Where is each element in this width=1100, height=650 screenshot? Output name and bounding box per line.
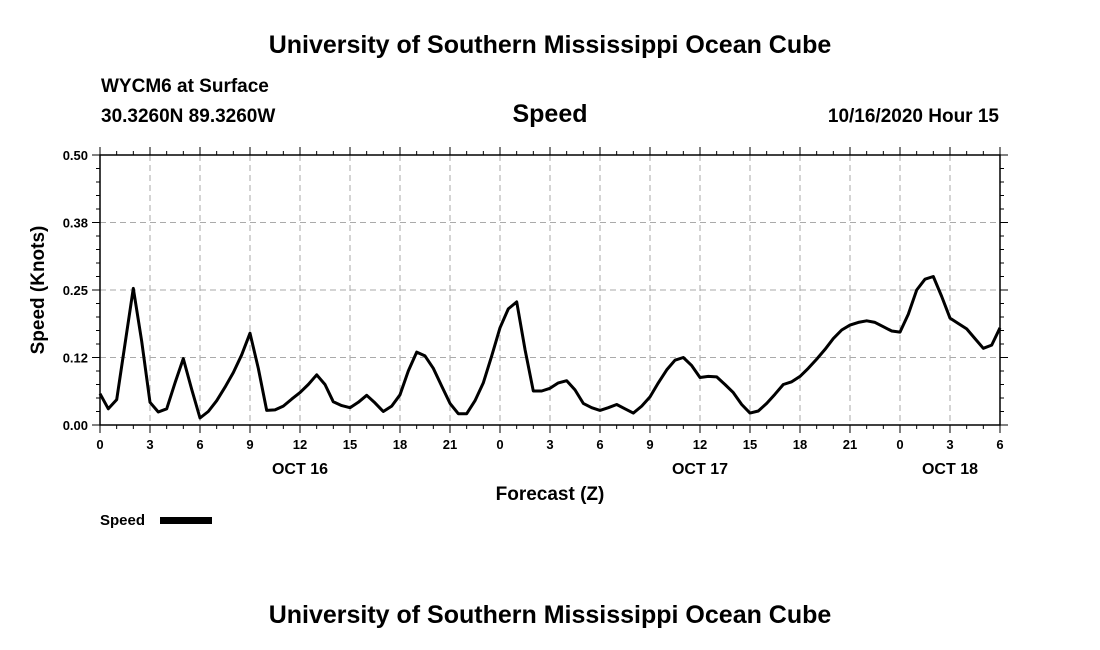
y-axis-title: Speed (Knots) xyxy=(28,226,49,355)
x-tick-label: 18 xyxy=(393,437,407,452)
x-tick-label: 9 xyxy=(246,437,253,452)
x-tick-label: 6 xyxy=(196,437,203,452)
x-tick-label: 0 xyxy=(96,437,103,452)
x-tick-label: 15 xyxy=(343,437,357,452)
x-tick-label: 6 xyxy=(596,437,603,452)
x-date-label: OCT 16 xyxy=(272,461,328,478)
legend-swatch xyxy=(160,517,212,524)
x-tick-label: 12 xyxy=(293,437,307,452)
y-tick-label: 0.12 xyxy=(63,351,88,366)
x-tick-label: 15 xyxy=(743,437,757,452)
x-date-label: OCT 17 xyxy=(672,461,728,478)
y-tick-label: 0.25 xyxy=(63,283,88,298)
x-date-label: OCT 18 xyxy=(922,461,978,478)
series-layer xyxy=(98,275,1002,420)
x-tick-label: 21 xyxy=(443,437,457,452)
legend-label: Speed xyxy=(100,512,145,529)
legend: Speed xyxy=(100,512,212,529)
chart-title: University of Southern Mississippi Ocean… xyxy=(268,31,832,59)
x-axis-title: Forecast (Z) xyxy=(496,484,605,505)
station-label: WYCM6 at Surface xyxy=(101,76,269,97)
x-tick-label: 0 xyxy=(496,437,503,452)
plot-frame xyxy=(99,154,1001,426)
datetime-label: 10/16/2020 Hour 15 xyxy=(827,106,999,127)
x-tick-label: 12 xyxy=(693,437,707,452)
label-layer: 0.00 0.12 0.25 0.38 0.50 0 3 6 9 12 15 18 21 0 3 6 9 12 15… xyxy=(63,148,1004,478)
y-tick-label: 0.50 xyxy=(63,148,88,163)
x-tick-label: 9 xyxy=(646,437,653,452)
variable-title: Speed xyxy=(512,100,588,128)
y-tick-label: 0.00 xyxy=(63,418,88,433)
series-line-speed xyxy=(98,275,1002,420)
coordinates-label: 30.3260N 89.3260W xyxy=(101,106,276,127)
grid-layer xyxy=(100,155,1000,425)
x-tick-label: 0 xyxy=(896,437,903,452)
y-tick-label: 0.38 xyxy=(63,216,88,231)
x-tick-label: 3 xyxy=(946,437,953,452)
x-tick-label: 6 xyxy=(996,437,1003,452)
x-tick-label: 3 xyxy=(546,437,553,452)
footer-title: University of Southern Mississippi Ocean… xyxy=(268,601,832,629)
x-tick-label: 18 xyxy=(793,437,807,452)
x-tick-label: 3 xyxy=(146,437,153,452)
x-tick-label: 21 xyxy=(843,437,857,452)
